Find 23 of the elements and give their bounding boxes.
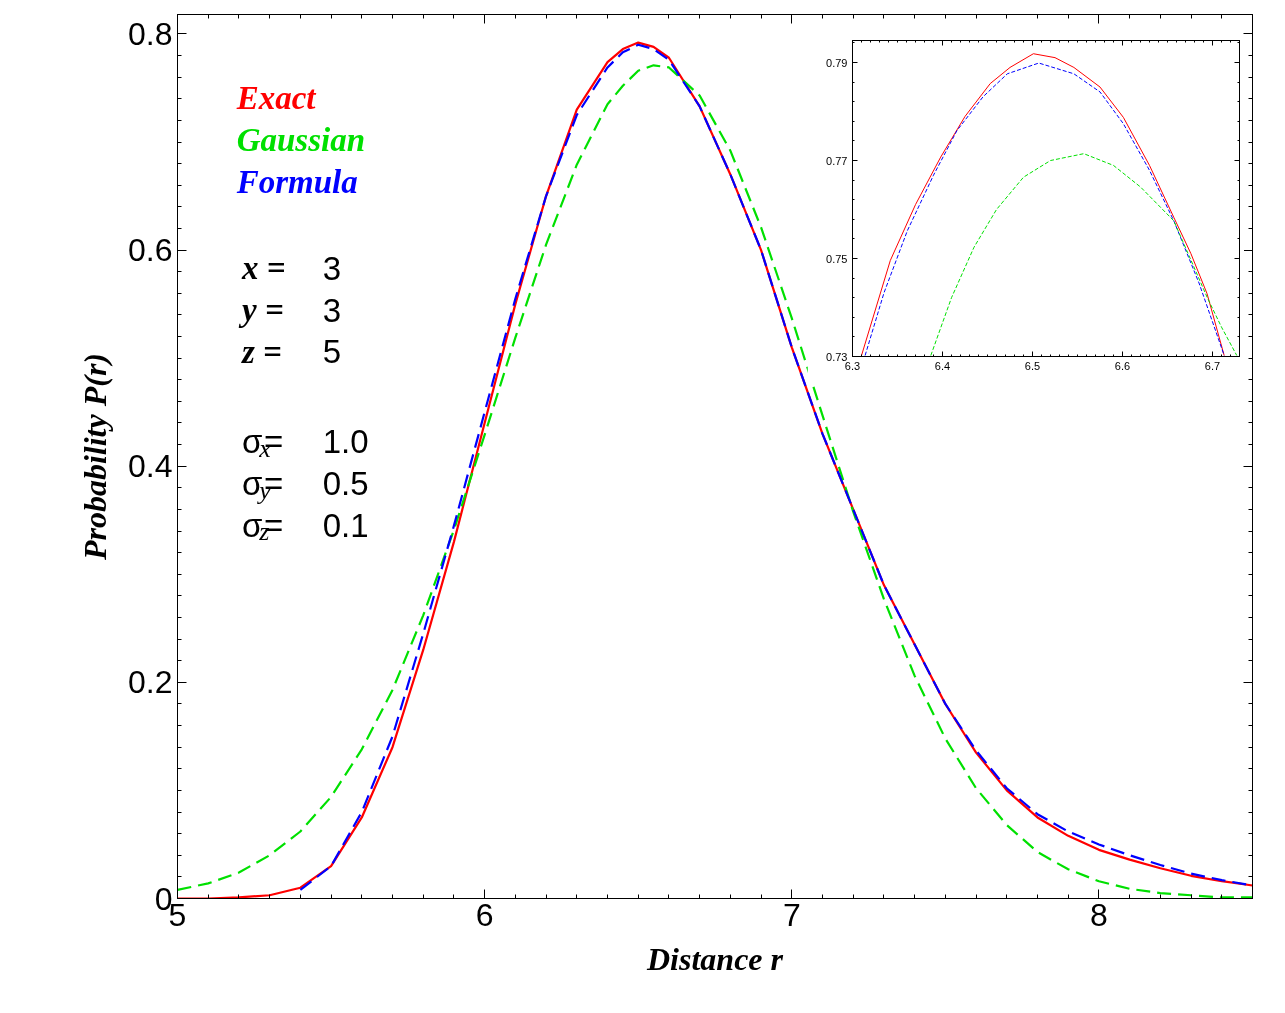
y-tick-label: 0.77: [826, 154, 848, 167]
x-tick-label: 7: [782, 896, 801, 933]
x-tick-label: 6.4: [934, 359, 951, 372]
y-tick-label: 0.8: [128, 15, 173, 52]
x-tick-label: 6.7: [1204, 359, 1221, 372]
text: Formula: [235, 163, 358, 200]
x-tick-label: 6: [475, 896, 494, 933]
text: Gaussian: [236, 122, 366, 159]
x-tick-label: 6.6: [1114, 359, 1131, 372]
y-tick-label: 0.4: [128, 448, 173, 485]
annotation: y = 3: [238, 291, 341, 329]
y-tick-label: 0.2: [128, 664, 173, 701]
line-series: [930, 153, 1238, 357]
x-tick-label: 6.5: [1024, 359, 1041, 372]
text: z = 5: [242, 333, 341, 371]
y-tick-label: 0.75: [826, 252, 848, 265]
annotation: x = 3: [241, 249, 341, 287]
y-tick-label: 0.6: [128, 232, 173, 269]
x-tick-label: 8: [1090, 896, 1108, 933]
text: Exact: [235, 80, 317, 117]
x-axis-title: Distance r: [646, 940, 784, 977]
y-tick-label: 0.79: [826, 56, 848, 69]
y-axis-title: Probability P(r): [77, 352, 114, 562]
